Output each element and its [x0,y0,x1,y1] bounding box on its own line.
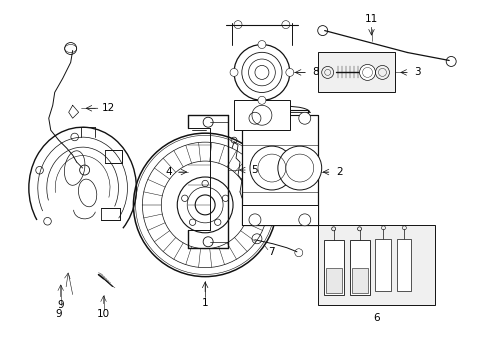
Circle shape [258,96,265,104]
Text: 5: 5 [251,165,258,175]
Circle shape [249,146,293,190]
Circle shape [285,68,293,76]
Polygon shape [242,110,317,225]
Text: 10: 10 [97,310,110,319]
Bar [375,239,390,291]
Circle shape [234,45,289,100]
Text: 6: 6 [372,314,379,324]
Bar [323,240,343,294]
Text: 2: 2 [336,167,342,177]
Text: 4: 4 [164,167,171,177]
Circle shape [298,112,310,124]
Bar [242,205,317,225]
Bar [325,268,341,293]
Circle shape [298,214,310,226]
Circle shape [248,214,261,226]
Text: 9: 9 [55,310,62,319]
Text: 8: 8 [312,67,318,77]
Bar [317,53,395,92]
Text: 12: 12 [102,103,115,113]
Bar [349,240,369,294]
Circle shape [258,41,265,49]
Bar [317,225,434,305]
Bar [397,239,410,291]
Circle shape [277,146,321,190]
Text: 9: 9 [57,300,64,310]
Circle shape [359,64,375,80]
Text: 11: 11 [364,14,377,24]
Text: 7: 7 [268,247,275,257]
Text: 3: 3 [413,67,420,77]
Circle shape [254,66,268,80]
Circle shape [248,112,261,124]
Circle shape [229,68,238,76]
Text: 1: 1 [202,297,208,307]
Bar [351,268,367,293]
Bar [234,100,289,130]
